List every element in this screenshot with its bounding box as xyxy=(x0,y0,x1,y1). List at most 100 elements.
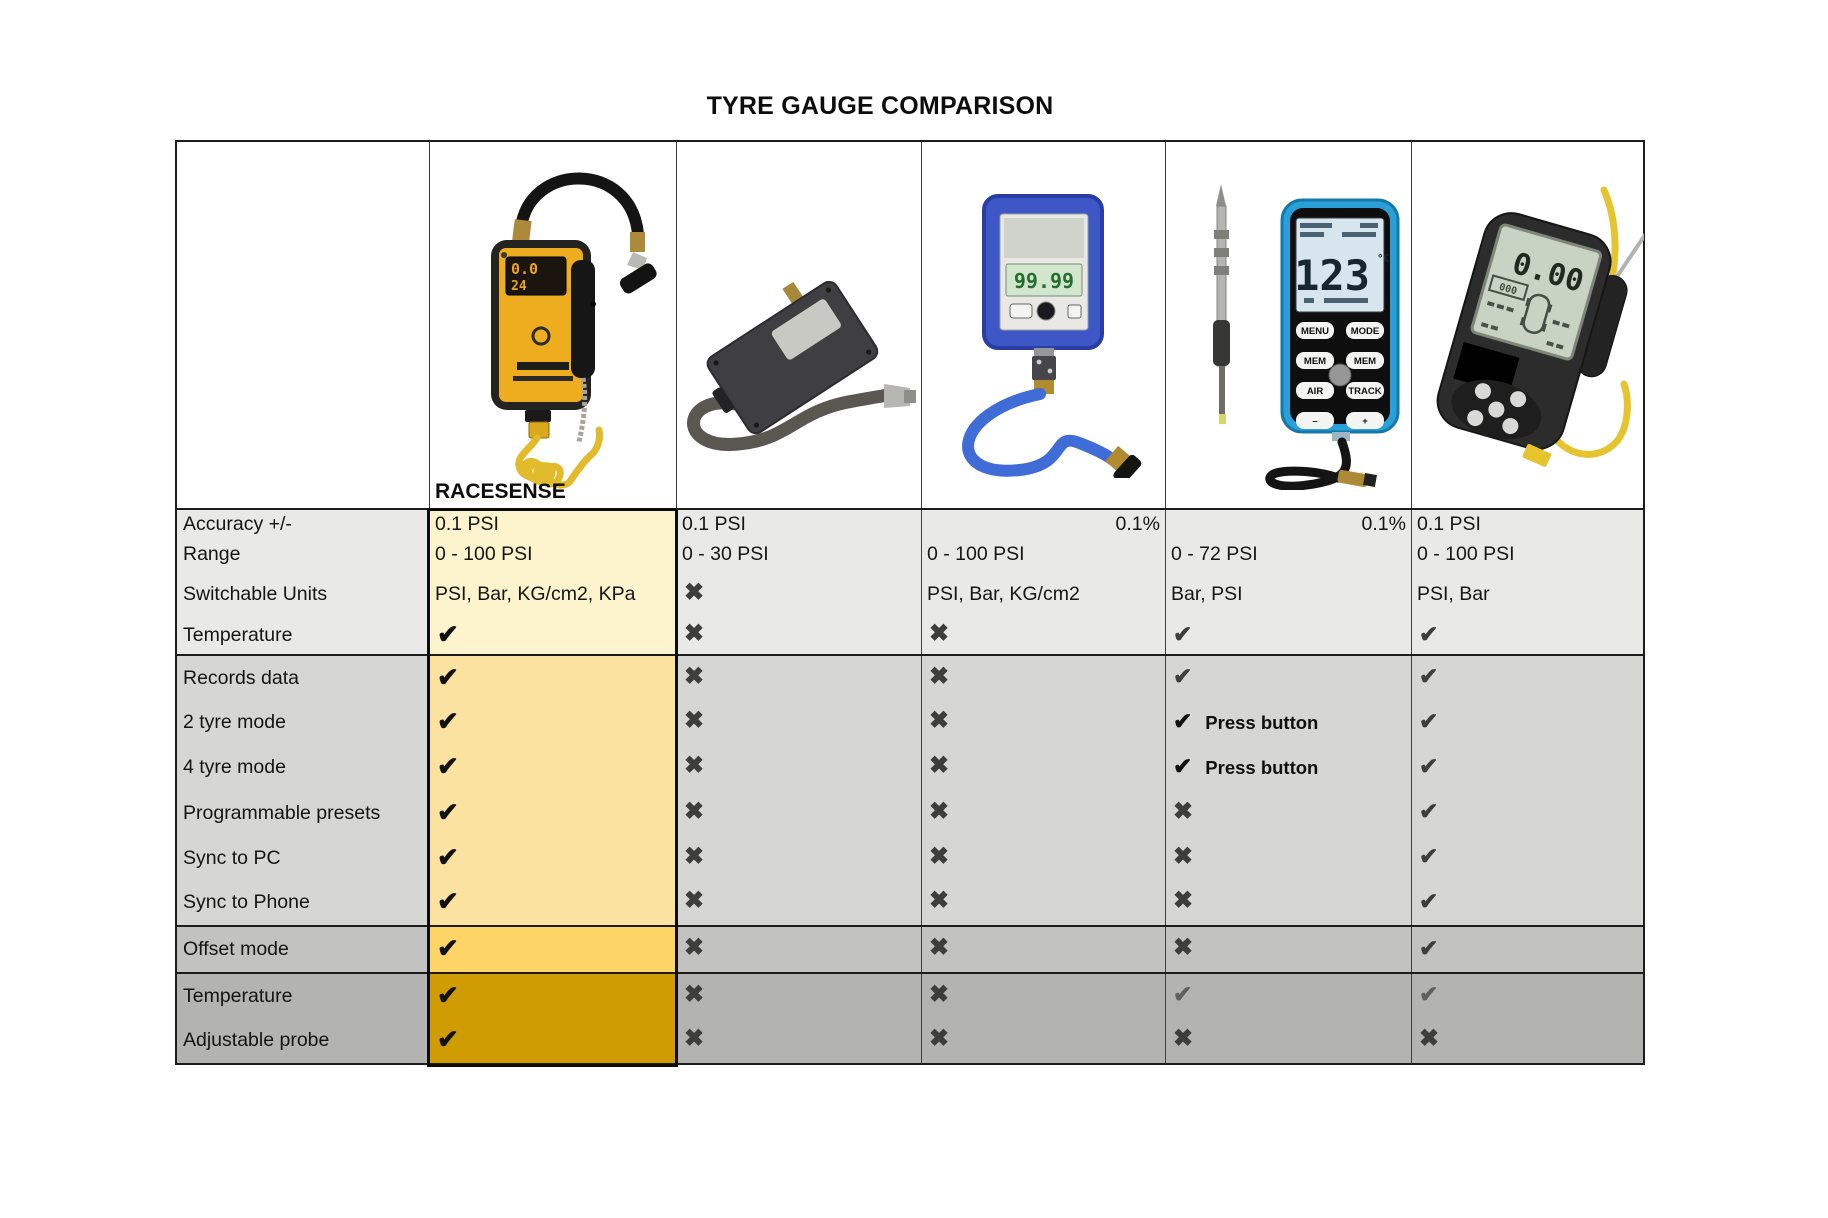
feature-row: Programmable presets ✔ ✖ ✖ ✖ ✔ xyxy=(177,790,1643,836)
value-cell: ✖ xyxy=(1411,1018,1643,1063)
value-cell: ✖ xyxy=(921,974,1165,1018)
feature-row: Range 0 - 100 PSI 0 - 30 PSI 0 - 100 PSI 0 -… xyxy=(177,538,1643,571)
feature-label: Range xyxy=(177,538,429,571)
value-cell: 0 - 100 PSI xyxy=(429,538,676,571)
temp-gauge-button-track: TRACK xyxy=(1348,386,1381,397)
value-text: PSI, Bar, KG/cm2, KPa xyxy=(435,582,636,605)
check-icon: ✔ xyxy=(1419,843,1439,869)
value-text: 0.1 PSI xyxy=(682,512,746,535)
value-cell: ✖ xyxy=(921,745,1165,790)
cross-icon: ✖ xyxy=(929,752,950,779)
header-empty-cell xyxy=(177,142,429,508)
value-cell: 0 - 100 PSI xyxy=(921,538,1165,571)
feature-label: Offset mode xyxy=(177,927,429,972)
value-text: 0.1 PSI xyxy=(1417,512,1481,535)
feature-row: Accuracy +/- 0.1 PSI 0.1 PSI 0.1% 0.1% 0.1 PS… xyxy=(177,510,1643,538)
cross-icon: ✖ xyxy=(929,842,950,870)
feature-row: Sync to PC ✔ ✖ ✖ ✖ ✔ xyxy=(177,836,1643,880)
check-icon: ✔ xyxy=(1419,934,1439,961)
check-icon: ✔ xyxy=(437,886,459,916)
value-cell: ✖ xyxy=(676,1018,921,1063)
check-icon: ✔ xyxy=(1419,663,1439,689)
cross-icon: ✖ xyxy=(929,934,950,961)
value-cell: ✔ xyxy=(1165,656,1411,700)
blue-gauge-photo: 99.99 xyxy=(961,194,1141,478)
value-cell: PSI, Bar, KG/cm2, KPa xyxy=(429,571,676,617)
racesense-gauge-photo: 0.0 24 xyxy=(491,172,657,489)
cross-icon: ✖ xyxy=(684,707,705,734)
value-cell: ✖ xyxy=(921,700,1165,745)
cross-icon: ✖ xyxy=(1173,887,1194,914)
cross-icon: ✖ xyxy=(929,980,950,1008)
press-button-note: Press button xyxy=(1205,711,1319,733)
check-icon: ✔ xyxy=(1173,981,1193,1007)
value-cell: Bar, PSI xyxy=(1165,571,1411,617)
feature-label: Accuracy +/- xyxy=(177,510,429,538)
value-cell: ✔ xyxy=(429,880,676,925)
feature-row: Switchable Units PSI, Bar, KG/cm2, KPa ✖ PS… xyxy=(177,571,1643,617)
cross-icon: ✖ xyxy=(684,662,705,690)
cross-icon: ✖ xyxy=(684,797,705,825)
value-cell: 0 - 72 PSI xyxy=(1165,538,1411,571)
value-cell: ✔ xyxy=(429,927,676,972)
value-cell: ✔ xyxy=(1165,617,1411,654)
check-icon: ✔ xyxy=(437,619,459,649)
temp-gauge-button-mem-right: MEM xyxy=(1353,356,1375,367)
value-text: PSI, Bar, KG/cm2 xyxy=(927,582,1080,605)
check-icon: ✔ xyxy=(437,706,459,736)
redacted-label xyxy=(1452,341,1520,395)
value-cell: ✖ xyxy=(921,656,1165,700)
feature-row: 4 tyre mode ✔ ✖ ✖ ✔ Press button ✔ xyxy=(177,745,1643,790)
pro-gauge-lcd-preset: 000 xyxy=(1497,282,1517,298)
check-icon: ✔ xyxy=(1419,620,1439,647)
value-cell: ✔ xyxy=(1411,700,1643,745)
cross-icon: ✖ xyxy=(684,620,705,647)
feature-label: 4 tyre mode xyxy=(177,745,429,790)
value-cell: ✖ xyxy=(921,927,1165,972)
cross-icon: ✖ xyxy=(1173,842,1194,870)
value-cell: ✖ xyxy=(1165,790,1411,836)
value-cell: ✔ xyxy=(429,656,676,700)
value-cell: ✖ xyxy=(676,790,921,836)
value-cell: ✖ xyxy=(1165,836,1411,880)
value-cell: ✔ xyxy=(1165,974,1411,1018)
check-icon: ✔ xyxy=(437,979,459,1010)
feature-label: Adjustable probe xyxy=(177,1018,429,1063)
cross-icon: ✖ xyxy=(684,578,705,606)
check-icon: ✔ xyxy=(1173,620,1193,647)
value-cell: ✔ xyxy=(1411,745,1643,790)
cross-icon: ✖ xyxy=(684,887,705,914)
feature-row: Offset mode ✔ ✖ ✖ ✖ ✔ xyxy=(177,927,1643,972)
value-cell: ✖ xyxy=(1165,880,1411,925)
check-icon: ✔ xyxy=(1173,752,1193,779)
cross-icon: ✖ xyxy=(1419,1025,1440,1052)
product-cell-pro-gauge: 0.00 000 xyxy=(1411,142,1644,508)
value-cell: ✖ xyxy=(921,836,1165,880)
value-cell: ✖ xyxy=(676,880,921,925)
cross-icon: ✖ xyxy=(684,752,705,779)
value-cell: ✔ xyxy=(1411,974,1643,1018)
blue-gauge-lcd xyxy=(1005,263,1082,297)
check-icon: ✔ xyxy=(437,661,459,692)
metal-gauge-photo xyxy=(687,280,916,451)
value-cell: ✔ Press button xyxy=(1165,700,1411,745)
press-button-note: Press button xyxy=(1205,756,1319,778)
check-icon: ✔ xyxy=(1419,887,1439,914)
cross-icon: ✖ xyxy=(1173,797,1194,825)
feature-label: 2 tyre mode xyxy=(177,700,429,745)
value-text: 0 - 100 PSI xyxy=(1417,543,1515,565)
value-cell: ✖ xyxy=(676,617,921,654)
cross-icon: ✖ xyxy=(929,887,950,914)
value-text: Bar, PSI xyxy=(1171,582,1243,605)
value-cell: ✖ xyxy=(676,927,921,972)
cross-icon: ✖ xyxy=(929,707,950,734)
table-section-0: Accuracy +/- 0.1 PSI 0.1 PSI 0.1% 0.1% 0.1 PS… xyxy=(177,510,1643,654)
racesense-lcd-pressure: 0.0 xyxy=(511,260,538,278)
value-cell: ✔ xyxy=(1411,880,1643,925)
feature-label: Sync to Phone xyxy=(177,880,429,925)
cross-icon: ✖ xyxy=(929,1025,950,1052)
value-cell: ✔ xyxy=(429,617,676,654)
check-icon: ✔ xyxy=(1419,798,1439,824)
value-cell: 0.1% xyxy=(1165,510,1411,538)
table-section-1: Records data ✔ ✖ ✖ ✔ ✔ 2 tyre mode ✔ ✖ ✖ ✔ Press bu… xyxy=(177,654,1643,925)
